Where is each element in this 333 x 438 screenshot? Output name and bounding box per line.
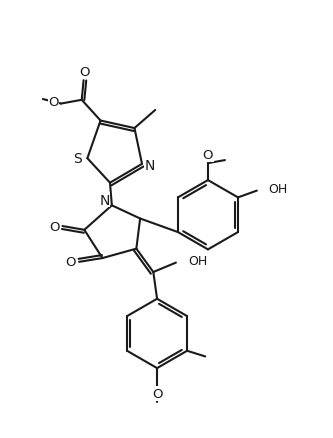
Text: O: O (49, 220, 60, 233)
Text: N: N (99, 193, 110, 207)
Text: O: O (66, 256, 76, 269)
Text: S: S (74, 152, 82, 166)
Text: O: O (79, 66, 90, 79)
Text: N: N (144, 158, 155, 172)
Text: OH: OH (268, 183, 287, 196)
Text: O: O (152, 387, 162, 400)
Text: O: O (203, 149, 213, 162)
Text: O: O (48, 96, 59, 109)
Text: OH: OH (188, 254, 207, 268)
